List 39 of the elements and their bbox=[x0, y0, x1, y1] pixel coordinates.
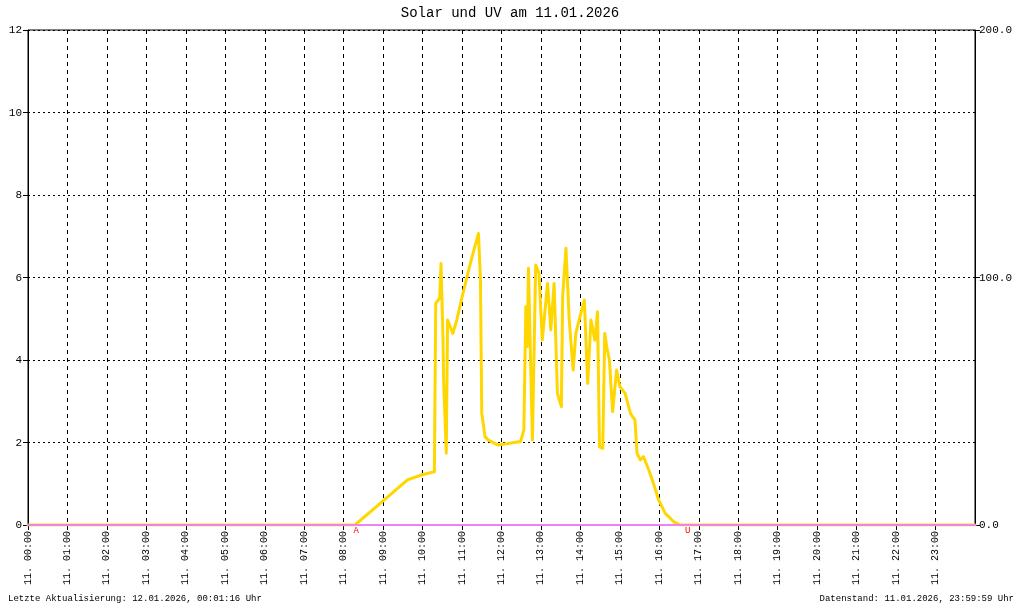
x-tick-label: 11. 01:00 bbox=[61, 531, 73, 586]
y2-tick-label: 0.0 bbox=[979, 519, 999, 531]
y-tick-label: 12 bbox=[8, 24, 22, 36]
x-tick-label: 11. 07:00 bbox=[298, 531, 310, 586]
chart-title: Solar und UV am 11.01.2026 bbox=[400, 5, 620, 21]
y2-tick-label: 100.0 bbox=[979, 271, 1013, 284]
x-tick-label: 11. 20:00 bbox=[811, 531, 823, 586]
x-tick-label: 11. 19:00 bbox=[772, 531, 784, 586]
x-tick-label: 11. 11:00 bbox=[456, 531, 468, 586]
x-tick-label: 11. 06:00 bbox=[259, 531, 271, 586]
x-tick-label: 11. 03:00 bbox=[140, 531, 152, 586]
x-tick-label: 11. 08:00 bbox=[338, 531, 350, 586]
x-tick-label: 11. 18:00 bbox=[732, 531, 744, 586]
x-tick-label: 11. 00:00 bbox=[22, 531, 34, 586]
x-tick-label: 11. 10:00 bbox=[417, 531, 429, 586]
y-tick-label: 10 bbox=[8, 106, 22, 119]
y-tick-label: 6 bbox=[15, 271, 22, 284]
x-tick-label: 11. 12:00 bbox=[496, 531, 507, 586]
x-tick-label: 11. 21:00 bbox=[851, 531, 863, 586]
y-tick-label: 0 bbox=[15, 519, 22, 531]
annotation: A bbox=[353, 525, 360, 536]
x-tick-label: 11. 23:00 bbox=[930, 531, 942, 586]
x-tick-label: 11. 22:00 bbox=[890, 531, 902, 586]
x-tick-label: 11. 04:00 bbox=[180, 531, 192, 586]
text: Letzte Aktualisierung: 12.01.2026, 00:01:16 Uhr bbox=[8, 593, 262, 604]
x-tick-label: 11. 14:00 bbox=[574, 531, 586, 586]
x-tick-label: 11. 16:00 bbox=[653, 531, 665, 586]
y2-tick-label: 200.0 bbox=[979, 24, 1013, 36]
x-tick-label: 11. 05:00 bbox=[219, 531, 231, 586]
x-tick-label: 11. 09:00 bbox=[377, 531, 389, 586]
annotation: U bbox=[684, 525, 691, 536]
x-tick-label: 11. 02:00 bbox=[101, 531, 113, 586]
x-tick-label: 11. 15:00 bbox=[614, 531, 626, 586]
x-tick-label: 11. 13:00 bbox=[535, 531, 547, 586]
text: Datenstand: 11.01.2026, 23:59:59 Uhr bbox=[819, 593, 1015, 604]
y-tick-label: 2 bbox=[15, 436, 22, 449]
x-tick-label: 11. 17:00 bbox=[693, 531, 705, 586]
y-tick-label: 4 bbox=[15, 354, 23, 366]
y-tick-label: 8 bbox=[15, 189, 22, 201]
